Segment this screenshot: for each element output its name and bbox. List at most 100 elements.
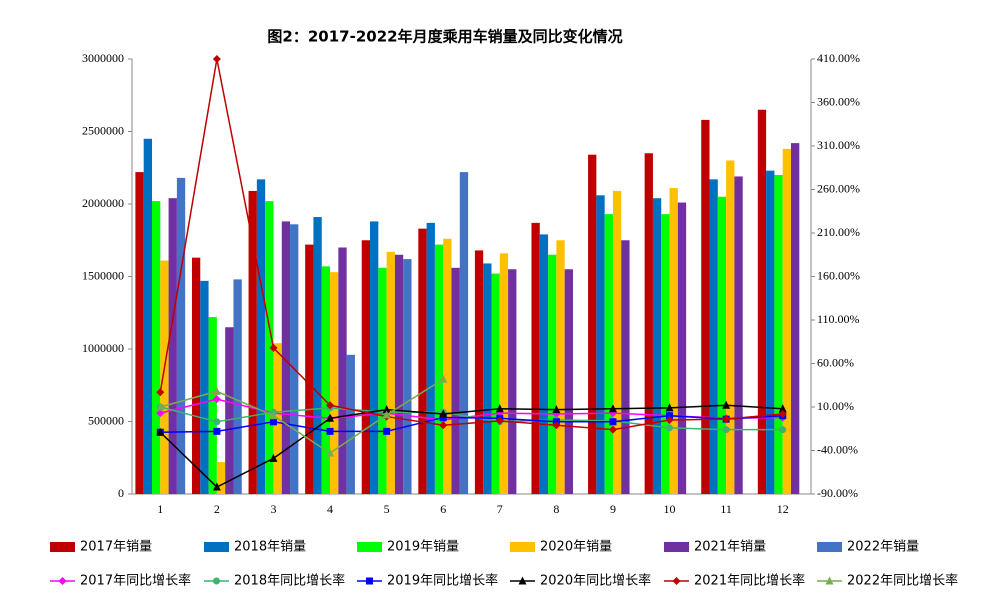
legend-label: 2021年同比增长率 xyxy=(694,573,805,589)
bar xyxy=(160,260,169,494)
bar xyxy=(346,354,355,494)
bar xyxy=(588,154,597,494)
y2-tick-label: 10.00% xyxy=(817,399,854,413)
bar xyxy=(596,195,605,495)
x-tick-label: 12 xyxy=(777,502,789,516)
marker xyxy=(326,448,335,457)
legend-swatch xyxy=(204,542,229,552)
legend-label: 2022年销量 xyxy=(847,540,919,555)
bar xyxy=(281,221,291,494)
bar xyxy=(208,317,217,494)
x-tick-label: 10 xyxy=(664,502,676,516)
marker xyxy=(495,416,504,425)
legend-label: 2017年同比增长率 xyxy=(80,573,191,589)
bar xyxy=(361,240,371,494)
bar xyxy=(151,201,161,494)
bar xyxy=(791,143,800,494)
y2-tick-label: -90.00% xyxy=(817,486,858,500)
bar xyxy=(612,190,622,494)
marker xyxy=(269,343,278,352)
bar xyxy=(539,234,549,494)
bar xyxy=(774,175,783,494)
marker xyxy=(382,405,391,414)
bar xyxy=(474,250,484,494)
y-tick-label: 1500000 xyxy=(82,268,124,282)
x-tick-label: 9 xyxy=(610,502,616,516)
bar xyxy=(451,267,460,494)
x-tick-label: 8 xyxy=(553,502,559,516)
bar xyxy=(176,177,186,494)
bar xyxy=(499,253,509,494)
bar xyxy=(225,327,234,494)
bar xyxy=(338,247,347,494)
bar xyxy=(426,222,435,494)
bar xyxy=(386,251,395,494)
marker xyxy=(213,418,221,426)
y2-tick-label: 310.00% xyxy=(817,138,860,152)
bar xyxy=(621,240,630,494)
line xyxy=(159,404,783,488)
marker xyxy=(326,413,335,422)
x-tick-label: 11 xyxy=(720,502,732,516)
marker xyxy=(213,577,220,585)
bar xyxy=(734,176,743,494)
marker xyxy=(609,418,617,426)
marker xyxy=(722,400,731,409)
y2-tick-label: 210.00% xyxy=(817,225,860,239)
bar xyxy=(564,269,573,494)
marker xyxy=(326,427,334,435)
marker xyxy=(212,55,221,63)
marker xyxy=(156,402,165,411)
x-tick-label: 4 xyxy=(327,502,333,516)
marker xyxy=(156,427,165,436)
bar xyxy=(135,172,144,494)
bar xyxy=(757,109,767,494)
marker xyxy=(666,424,674,432)
bar xyxy=(652,198,662,494)
legend-swatch xyxy=(510,542,535,552)
bar xyxy=(265,201,274,494)
y2-tick-label: -40.00% xyxy=(817,442,858,456)
bar xyxy=(677,202,687,495)
marker xyxy=(779,426,787,434)
marker xyxy=(552,405,561,414)
marker xyxy=(495,404,504,413)
bar xyxy=(216,462,226,494)
bar xyxy=(248,190,257,494)
marker xyxy=(665,403,674,412)
bar xyxy=(191,257,201,494)
legend-swatch xyxy=(50,542,75,552)
x-tick-label: 6 xyxy=(440,502,446,516)
marker xyxy=(439,409,448,418)
bar xyxy=(321,266,331,494)
marker xyxy=(439,421,448,430)
legend-label: 2019年同比增长率 xyxy=(387,573,498,589)
bar xyxy=(661,214,670,494)
marker xyxy=(156,388,165,397)
bar xyxy=(200,280,209,494)
legend-label: 2020年销量 xyxy=(540,540,612,555)
bar xyxy=(233,279,242,494)
marker xyxy=(156,409,165,418)
marker xyxy=(672,577,681,585)
bar xyxy=(604,214,613,494)
y-tick-label: 500000 xyxy=(88,413,124,427)
bar xyxy=(330,272,339,494)
marker xyxy=(439,374,448,383)
y2-tick-label: 260.00% xyxy=(817,181,860,195)
legend-label: 2018年销量 xyxy=(234,540,306,555)
bar xyxy=(290,224,299,495)
marker xyxy=(213,427,221,435)
bar xyxy=(548,254,557,494)
marker xyxy=(212,395,221,404)
y2-tick-label: 110.00% xyxy=(817,312,860,326)
marker xyxy=(382,410,391,419)
marker xyxy=(778,409,787,418)
line xyxy=(159,58,783,431)
bar xyxy=(459,172,469,494)
marker xyxy=(825,576,834,585)
bar xyxy=(403,259,412,494)
marker xyxy=(722,415,731,424)
bar xyxy=(313,217,322,495)
marker xyxy=(722,426,730,434)
